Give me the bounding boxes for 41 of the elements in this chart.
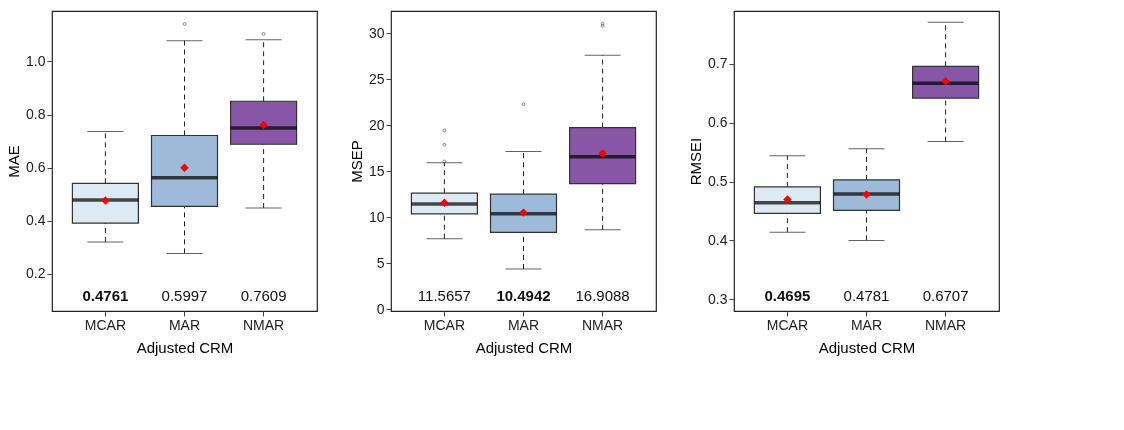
annotation: 16.9088	[575, 287, 630, 304]
annotation: 0.7609	[240, 287, 287, 304]
y-tick-label: 0.4	[26, 212, 46, 229]
y-axis-title: MAE	[5, 145, 23, 178]
y-axis-title: RMSEI	[687, 137, 705, 186]
y-tick-label: 0.3	[708, 290, 728, 307]
y-tick-label: 0.5	[708, 173, 728, 190]
y-tick-label: 0.4	[708, 231, 728, 248]
y-tick-label: 10	[368, 208, 385, 225]
y-tick-label: 1.0	[26, 52, 46, 69]
y-tick-label: 0.8	[26, 106, 46, 123]
x-axis-title: Adjusted CRM	[136, 338, 234, 356]
x-axis-title: Adjusted CRM	[475, 338, 573, 356]
annotation: 0.4695	[764, 287, 811, 304]
x-tick-label: MAR	[168, 316, 201, 333]
y-tick-label: 0.6	[26, 159, 46, 176]
x-tick-label: MCAR	[423, 316, 466, 333]
y-tick-label: 0.2	[26, 265, 46, 282]
y-tick-label: 5	[376, 254, 385, 271]
annotation: 0.6707	[922, 287, 969, 304]
x-tick-label: MAR	[507, 316, 540, 333]
annotation: 0.4761	[82, 287, 129, 304]
annotation: 10.4942	[496, 287, 551, 304]
annotation: 0.4781	[843, 287, 890, 304]
x-axis-title: Adjusted CRM	[818, 338, 916, 356]
annotation: 0.5997	[161, 287, 208, 304]
y-tick-label: 0.6	[708, 114, 728, 131]
y-tick-label: 20	[368, 116, 385, 133]
y-tick-label: 30	[368, 24, 385, 41]
x-tick-label: MCAR	[84, 316, 127, 333]
x-tick-label: MAR	[850, 316, 883, 333]
y-tick-label: 0.7	[708, 55, 728, 72]
x-tick-label: NMAR	[924, 316, 967, 333]
y-tick-label: 25	[368, 70, 385, 87]
y-tick-label: 15	[368, 162, 385, 179]
x-tick-label: MCAR	[766, 316, 809, 333]
x-tick-label: NMAR	[581, 316, 624, 333]
x-tick-label: NMAR	[242, 316, 285, 333]
y-axis-title: MSEP	[347, 140, 365, 183]
annotation: 11.5657	[417, 287, 471, 304]
y-tick-label: 0	[376, 300, 385, 317]
